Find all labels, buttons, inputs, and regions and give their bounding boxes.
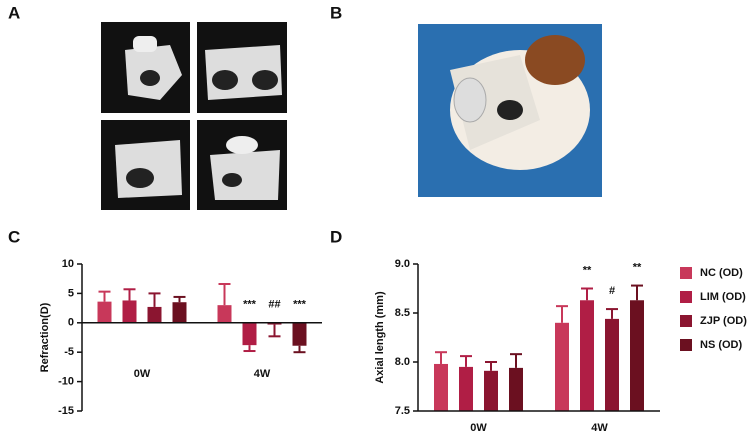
y-tick-label: -10 xyxy=(58,376,74,388)
photo xyxy=(418,24,602,197)
error-bar xyxy=(218,282,231,306)
y-tick-label: 9.0 xyxy=(395,258,410,270)
bar xyxy=(580,300,594,411)
bar xyxy=(172,302,187,323)
significance: ** xyxy=(633,261,642,273)
significance: ** xyxy=(583,264,592,276)
bar xyxy=(97,301,112,323)
error-bar xyxy=(268,324,281,338)
significance: # xyxy=(609,285,615,297)
bar xyxy=(555,322,569,411)
bar xyxy=(509,367,523,411)
legend-label: ZJP (OD) xyxy=(700,315,747,327)
error-bar xyxy=(293,345,306,354)
panel-label: C xyxy=(8,227,20,246)
y-tick-label: -15 xyxy=(58,405,74,417)
bar xyxy=(267,322,282,325)
bar xyxy=(292,322,307,346)
error-bar xyxy=(510,353,522,368)
panel-label: B xyxy=(330,3,342,22)
panel-label: D xyxy=(330,227,342,246)
error-bar xyxy=(631,284,643,301)
error-bar xyxy=(148,292,161,307)
legend-swatch xyxy=(680,291,692,303)
y-tick-label: -5 xyxy=(64,346,74,358)
error-bar xyxy=(556,305,568,323)
error-bar xyxy=(606,308,618,319)
error-bar xyxy=(581,287,593,301)
bar xyxy=(242,322,257,346)
photo-grid xyxy=(101,22,287,210)
legend-swatch xyxy=(680,339,692,351)
y-tick-label: 7.5 xyxy=(395,405,410,417)
bar xyxy=(147,306,162,323)
error-bar xyxy=(485,361,497,371)
y-tick-label: 10 xyxy=(62,258,74,270)
x-tick-label: 0W xyxy=(470,422,487,434)
error-bar xyxy=(98,290,111,302)
panel-label: A xyxy=(8,3,20,22)
legend-label: NC (OD) xyxy=(700,267,743,279)
y-tick-label: 0 xyxy=(68,317,74,329)
legend-swatch xyxy=(680,315,692,327)
bar xyxy=(217,305,232,323)
y-axis-title: Refraction(D) xyxy=(39,302,51,372)
bar xyxy=(484,370,498,411)
x-tick-label: 0W xyxy=(134,368,151,380)
significance: *** xyxy=(293,299,307,311)
bar xyxy=(605,318,619,411)
error-bar xyxy=(435,351,447,364)
y-tick-label: 5 xyxy=(68,287,74,299)
error-bar xyxy=(173,295,186,303)
legend-swatch xyxy=(680,267,692,279)
bar xyxy=(122,300,137,323)
error-bar xyxy=(123,288,136,301)
bar xyxy=(459,366,473,411)
x-tick-label: 4W xyxy=(254,368,271,380)
legend-label: NS (OD) xyxy=(700,339,743,351)
y-axis-title: Axial length (mm) xyxy=(374,291,386,384)
y-tick-label: 8.5 xyxy=(395,307,410,319)
bar xyxy=(434,363,448,411)
significance: ## xyxy=(268,299,280,311)
significance: *** xyxy=(243,299,257,311)
x-tick-label: 4W xyxy=(591,422,608,434)
error-bar xyxy=(460,355,472,367)
legend-label: LIM (OD) xyxy=(700,291,746,303)
bar xyxy=(630,300,644,411)
error-bar xyxy=(243,345,256,353)
y-tick-label: 8.0 xyxy=(395,356,410,368)
